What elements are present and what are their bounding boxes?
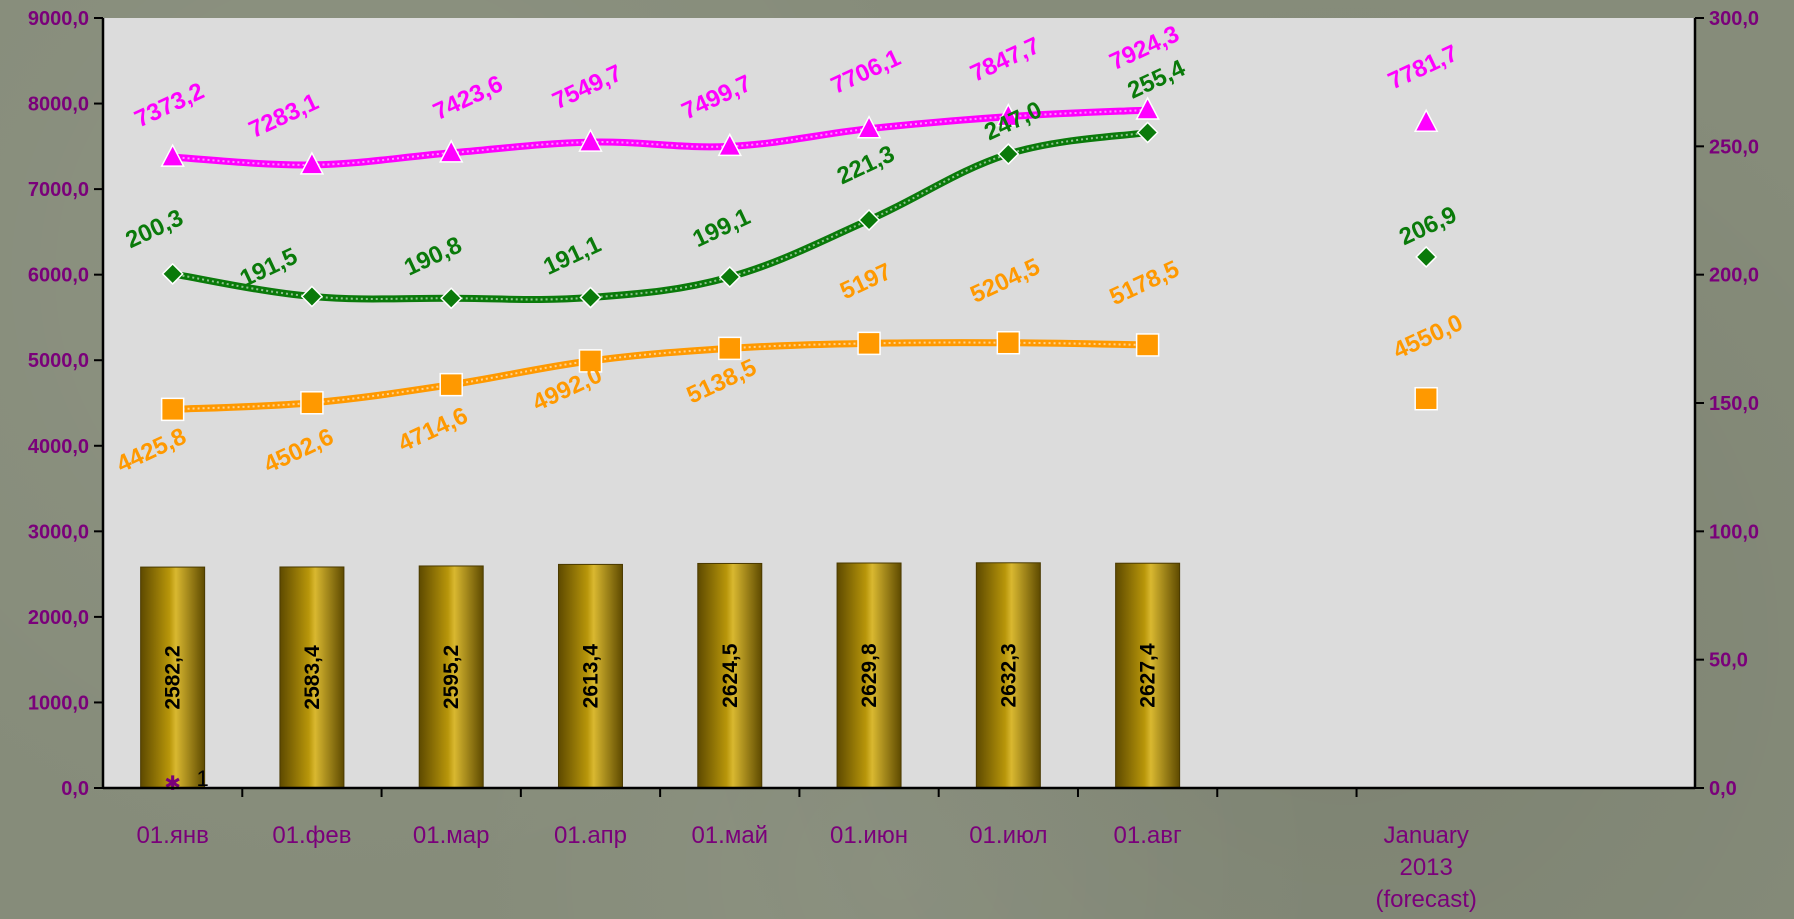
left-tick-label: 2000,0 bbox=[28, 607, 89, 629]
left-tick-label: 7000,0 bbox=[28, 179, 89, 201]
diamond-marker bbox=[997, 142, 1020, 166]
right-tick-label: 0,0 bbox=[1709, 778, 1737, 800]
category-label: 01.апр bbox=[554, 822, 627, 849]
diamond-marker bbox=[718, 265, 741, 289]
star-marker: ✱ bbox=[164, 771, 181, 795]
bar bbox=[975, 562, 1041, 789]
diamond-marker bbox=[857, 208, 881, 232]
series-line-texture bbox=[172, 131, 1148, 301]
marker-label: 1 bbox=[197, 766, 209, 791]
square-marker bbox=[160, 397, 185, 422]
bar bbox=[557, 563, 623, 789]
right-tick-label: 100,0 bbox=[1709, 521, 1759, 543]
left-tick-label: 1000,0 bbox=[28, 692, 89, 714]
category-label: 01.май bbox=[691, 822, 768, 849]
square-marker bbox=[1414, 386, 1438, 411]
square-marker bbox=[1135, 333, 1160, 357]
diamond-marker bbox=[1415, 245, 1438, 269]
bar bbox=[140, 566, 206, 789]
bar bbox=[418, 565, 484, 789]
lines-layer: ✱ bbox=[160, 96, 1439, 795]
bar-data-label: 2613,4 bbox=[579, 644, 602, 709]
triangle-marker bbox=[438, 139, 464, 163]
left-tick-label: 4000,0 bbox=[28, 436, 89, 458]
left-tick-label: 6000,0 bbox=[28, 265, 89, 287]
right-tick-label: 150,0 bbox=[1709, 393, 1759, 415]
category-label: (forecast) bbox=[1376, 886, 1477, 913]
bar bbox=[1115, 562, 1181, 789]
right-tick-label: 200,0 bbox=[1709, 265, 1759, 287]
category-label: 01.авг bbox=[1114, 822, 1182, 849]
bar-data-label: 2583,4 bbox=[301, 645, 324, 710]
right-tick-label: 250,0 bbox=[1709, 136, 1759, 158]
diamond-marker bbox=[1136, 121, 1159, 144]
triangle-marker bbox=[1413, 108, 1439, 132]
triangle-marker bbox=[160, 143, 185, 167]
bar bbox=[836, 562, 902, 789]
bars-layer: 2582,2 2583,4 2595,2 2613,4 2624,5 2629,8 2632… bbox=[140, 562, 1181, 789]
bar bbox=[279, 566, 345, 789]
triangle-marker bbox=[856, 115, 882, 139]
diamond-marker bbox=[161, 262, 184, 285]
bar-data-label: 2632,3 bbox=[997, 643, 1020, 707]
diamond-marker bbox=[440, 287, 463, 310]
square-marker bbox=[578, 349, 603, 373]
series-line-texture bbox=[172, 109, 1148, 166]
triangle-marker bbox=[996, 102, 1021, 127]
category-label: 01.мар bbox=[413, 822, 490, 849]
category-label: January bbox=[1383, 822, 1468, 849]
category-label: 01.июн bbox=[830, 822, 908, 849]
axes-layer: 0,0 1000,0 2000,0 3000,0 4000,0 5000,0 6000,0 7… bbox=[28, 8, 1759, 913]
bar-data-label: 2627,4 bbox=[1137, 643, 1160, 708]
left-tick-label: 0,0 bbox=[61, 778, 89, 800]
category-label: 01.янв bbox=[136, 822, 208, 849]
left-tick-label: 3000,0 bbox=[28, 521, 89, 543]
right-tick-label: 300,0 bbox=[1709, 8, 1759, 30]
bar-data-label: 2624,5 bbox=[719, 643, 742, 708]
series-line-texture bbox=[172, 341, 1148, 411]
bar-data-label: 2582,2 bbox=[162, 645, 185, 709]
square-marker bbox=[996, 330, 1021, 355]
square-marker bbox=[857, 331, 881, 356]
category-label: 01.фев bbox=[272, 822, 351, 849]
left-tick-label: 9000,0 bbox=[28, 8, 89, 30]
bar-data-label: 2595,2 bbox=[440, 645, 463, 709]
bar bbox=[697, 562, 763, 789]
triangle-marker bbox=[299, 151, 325, 175]
category-label: 2013 bbox=[1399, 854, 1452, 881]
category-label: 01.июл bbox=[969, 822, 1047, 849]
bar-data-label: 2629,8 bbox=[858, 643, 881, 708]
left-tick-label: 5000,0 bbox=[28, 350, 89, 372]
triangle-marker bbox=[1135, 96, 1160, 120]
triangle-marker bbox=[717, 132, 743, 157]
right-tick-label: 50,0 bbox=[1709, 650, 1748, 672]
square-marker bbox=[718, 336, 742, 361]
diamond-marker bbox=[579, 286, 602, 309]
square-marker bbox=[439, 372, 463, 397]
square-marker bbox=[300, 391, 324, 415]
triangle-marker bbox=[578, 128, 603, 152]
left-tick-label: 8000,0 bbox=[28, 94, 89, 116]
diamond-marker bbox=[300, 285, 323, 308]
